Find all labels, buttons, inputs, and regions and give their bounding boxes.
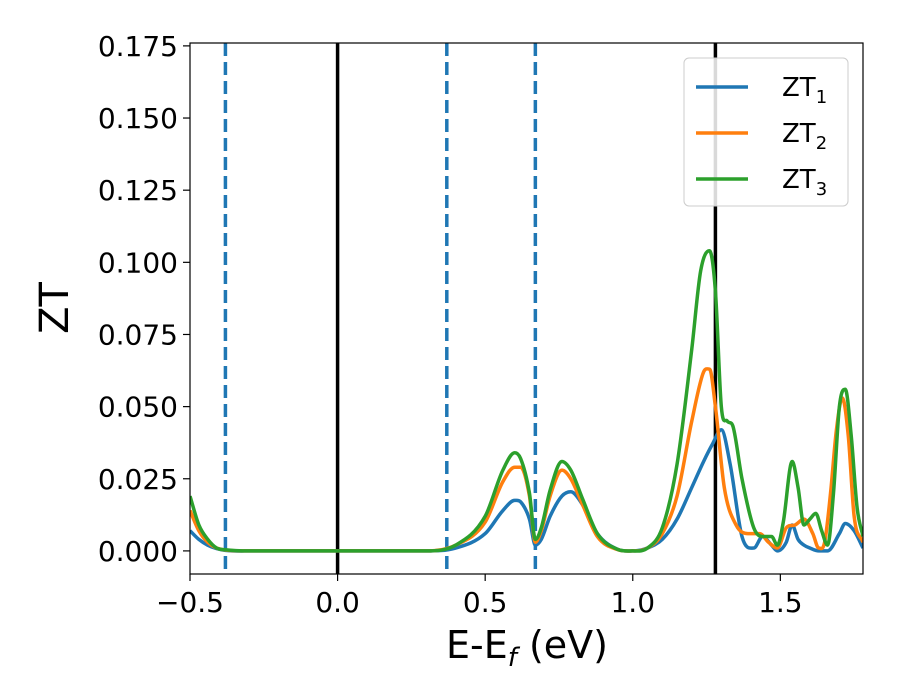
x-tick-label: 1.5	[758, 586, 803, 619]
legend-label-zt3: ZT3	[782, 165, 827, 200]
x-axis-title-tail: (eV)	[517, 623, 608, 667]
y-tick-label: 0.100	[98, 246, 178, 279]
x-tick-label: 0.0	[315, 586, 360, 619]
series-layer	[190, 249, 863, 553]
y-tick-label: 0.025	[98, 463, 178, 496]
y-tick-label: 0.125	[98, 174, 178, 207]
series-line-zt3	[190, 249, 863, 553]
x-axis: −0.5 0.0 0.5 1.0 1.5	[156, 574, 803, 619]
y-tick-label: 0.000	[98, 535, 178, 568]
y-tick-label: 0.075	[98, 318, 178, 351]
x-axis-title: E-Ef (eV)	[446, 623, 608, 673]
legend-label-zt2: ZT2	[782, 119, 827, 154]
y-axis-title: ZT	[32, 282, 78, 334]
y-tick-label: 0.175	[98, 30, 178, 63]
y-tick-label: 0.050	[98, 391, 178, 424]
legend: ZT1 ZT2 ZT3	[683, 57, 849, 207]
legend-box	[683, 57, 849, 207]
y-axis: 0.000 0.025 0.050 0.075 0.100 0.125 0.150 0.175	[98, 30, 190, 568]
plot-frame	[189, 42, 864, 575]
x-tick-label: 0.5	[463, 586, 508, 619]
y-tick-label: 0.150	[98, 102, 178, 135]
legend-label-zt1: ZT1	[782, 73, 827, 108]
x-tick-label: 1.0	[610, 586, 655, 619]
x-tick-label: −0.5	[156, 586, 224, 619]
x-axis-title-main: E-E	[446, 623, 508, 667]
